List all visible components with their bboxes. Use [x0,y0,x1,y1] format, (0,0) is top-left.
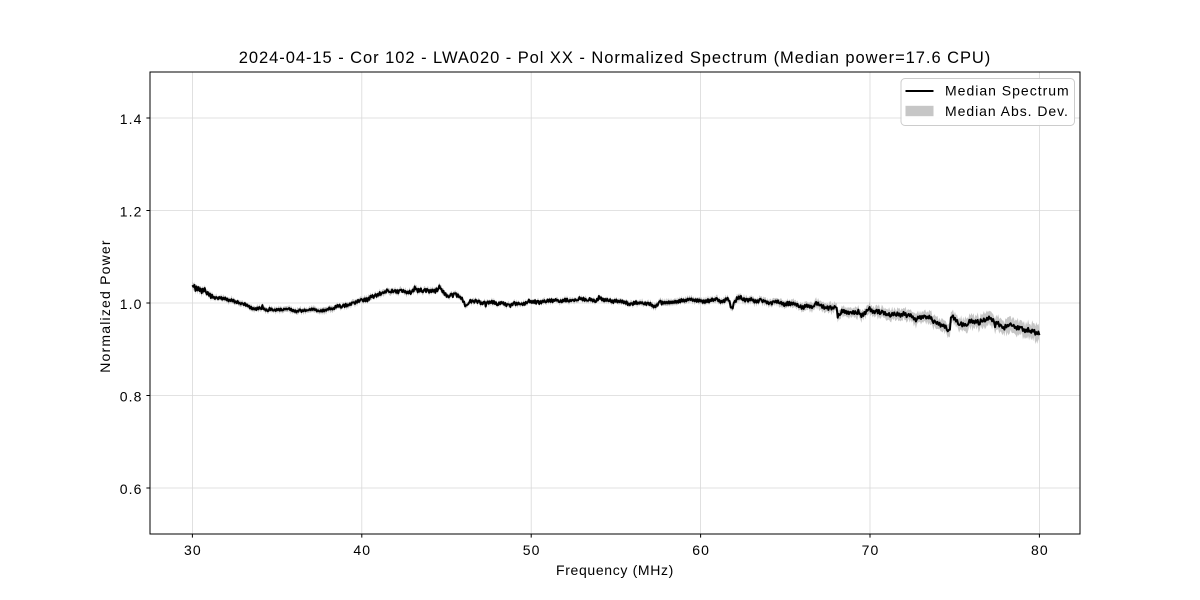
svg-text:1.4: 1.4 [120,111,143,127]
svg-text:70: 70 [862,542,880,558]
svg-text:Median Spectrum: Median Spectrum [945,83,1070,99]
svg-text:80: 80 [1031,542,1049,558]
svg-text:2024-04-15 - Cor 102 - LWA020: 2024-04-15 - Cor 102 - LWA020 - Pol XX -… [239,49,991,67]
svg-text:60: 60 [692,542,710,558]
svg-text:Median Abs. Dev.: Median Abs. Dev. [945,103,1069,119]
svg-text:1.0: 1.0 [120,296,143,312]
svg-text:1.2: 1.2 [120,204,143,220]
svg-text:50: 50 [523,542,541,558]
svg-text:0.8: 0.8 [120,389,143,405]
svg-text:40: 40 [353,542,371,558]
svg-text:Frequency (MHz): Frequency (MHz) [556,562,674,578]
svg-text:30: 30 [184,542,202,558]
svg-text:0.6: 0.6 [120,481,143,497]
svg-text:Normalized Power: Normalized Power [97,239,113,373]
